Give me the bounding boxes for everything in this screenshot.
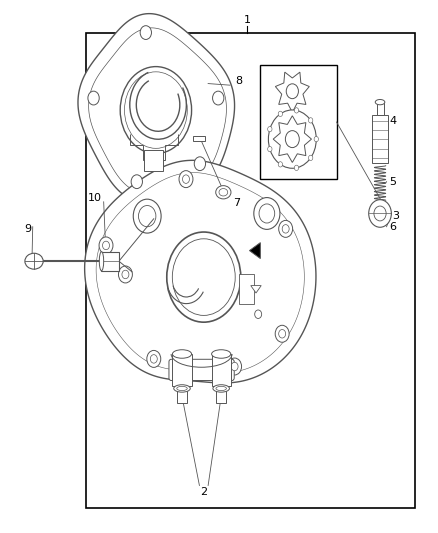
Bar xyxy=(216,388,226,403)
Circle shape xyxy=(308,118,313,123)
Circle shape xyxy=(254,198,280,229)
Circle shape xyxy=(282,224,289,233)
Circle shape xyxy=(99,237,113,254)
Circle shape xyxy=(275,325,289,342)
Circle shape xyxy=(268,126,272,132)
Circle shape xyxy=(147,350,161,367)
Bar xyxy=(193,135,205,141)
Circle shape xyxy=(88,91,99,105)
Text: 3: 3 xyxy=(392,211,399,221)
Text: 8: 8 xyxy=(235,76,242,86)
Circle shape xyxy=(122,270,129,279)
Ellipse shape xyxy=(99,252,104,271)
Text: 10: 10 xyxy=(88,192,102,203)
Bar xyxy=(102,252,119,271)
Ellipse shape xyxy=(216,386,226,391)
Circle shape xyxy=(102,241,110,249)
Bar xyxy=(260,65,336,179)
Bar xyxy=(144,150,163,171)
Circle shape xyxy=(278,161,283,167)
Text: 4: 4 xyxy=(389,116,397,126)
Circle shape xyxy=(124,72,187,148)
Ellipse shape xyxy=(25,253,43,269)
Bar xyxy=(377,102,384,115)
Ellipse shape xyxy=(174,385,190,392)
Text: 9: 9 xyxy=(24,224,31,235)
Circle shape xyxy=(179,171,193,188)
Ellipse shape xyxy=(177,386,187,391)
Circle shape xyxy=(294,165,299,171)
Circle shape xyxy=(308,155,313,160)
Circle shape xyxy=(172,239,235,316)
Text: 7: 7 xyxy=(233,198,240,208)
Circle shape xyxy=(374,206,386,221)
Bar xyxy=(239,274,254,304)
Polygon shape xyxy=(250,243,260,259)
Polygon shape xyxy=(88,28,226,194)
Circle shape xyxy=(279,220,293,237)
Bar xyxy=(372,115,388,163)
Circle shape xyxy=(167,232,241,322)
Circle shape xyxy=(183,175,190,183)
Bar xyxy=(212,354,231,386)
Ellipse shape xyxy=(375,100,385,105)
Bar xyxy=(173,354,191,386)
Polygon shape xyxy=(85,160,316,383)
Bar xyxy=(177,388,187,403)
Circle shape xyxy=(286,131,299,148)
Polygon shape xyxy=(78,14,235,203)
Circle shape xyxy=(140,26,152,39)
Circle shape xyxy=(369,200,391,227)
Circle shape xyxy=(228,358,241,375)
Circle shape xyxy=(133,199,161,233)
Circle shape xyxy=(150,354,157,363)
Circle shape xyxy=(138,206,156,227)
Circle shape xyxy=(279,329,286,338)
Ellipse shape xyxy=(173,350,191,358)
Polygon shape xyxy=(251,286,261,293)
Circle shape xyxy=(259,204,275,223)
Ellipse shape xyxy=(219,189,228,196)
Text: 1: 1 xyxy=(244,15,251,25)
Text: 2: 2 xyxy=(200,487,207,497)
Circle shape xyxy=(131,175,142,189)
Circle shape xyxy=(286,84,298,99)
Circle shape xyxy=(294,108,299,113)
Circle shape xyxy=(120,67,191,154)
Text: 5: 5 xyxy=(389,176,396,187)
Text: 6: 6 xyxy=(389,222,396,232)
Circle shape xyxy=(278,111,283,117)
Ellipse shape xyxy=(216,185,231,199)
Circle shape xyxy=(268,110,316,168)
Polygon shape xyxy=(273,116,311,163)
Polygon shape xyxy=(276,72,309,112)
Circle shape xyxy=(254,310,261,318)
Circle shape xyxy=(231,362,238,371)
Circle shape xyxy=(194,157,205,171)
Bar xyxy=(86,33,415,508)
FancyBboxPatch shape xyxy=(169,359,234,381)
Ellipse shape xyxy=(213,385,230,392)
Circle shape xyxy=(118,266,132,283)
Circle shape xyxy=(268,147,272,152)
Circle shape xyxy=(212,91,224,105)
Ellipse shape xyxy=(212,350,231,358)
Circle shape xyxy=(314,136,318,142)
